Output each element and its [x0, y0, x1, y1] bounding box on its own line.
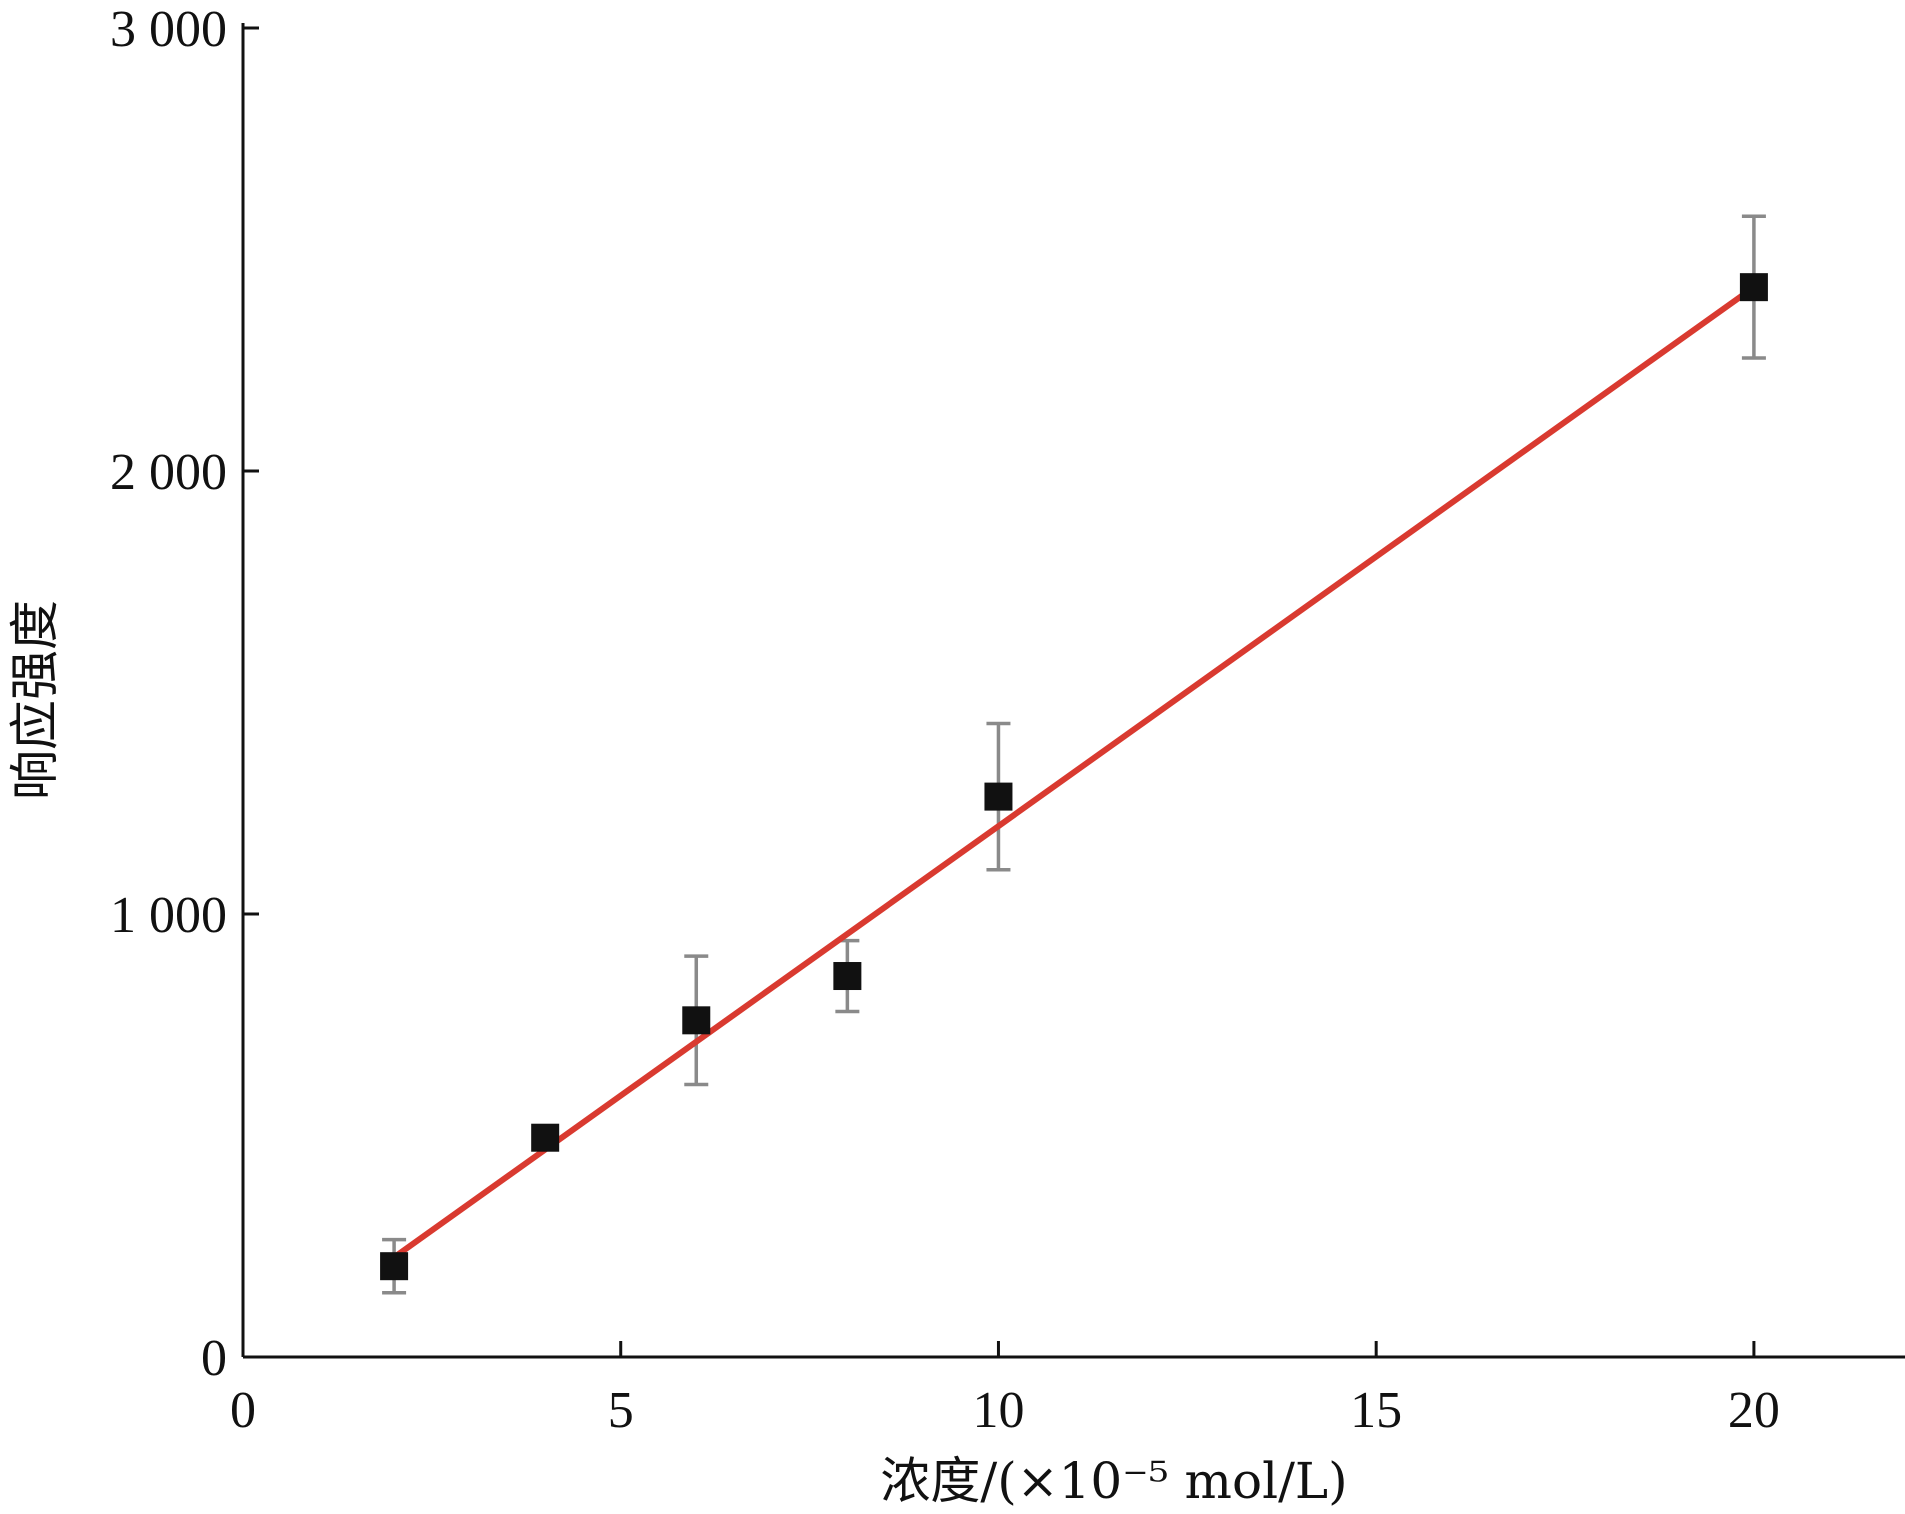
x-axis-title: 浓度/(×10⁻⁵ mol/L)	[880, 1452, 1347, 1510]
x-tick-label: 0	[230, 1382, 256, 1439]
data-point	[380, 1252, 409, 1281]
x-tick-label: 5	[608, 1382, 634, 1439]
fit-line	[391, 284, 1757, 1261]
data-point	[984, 782, 1013, 811]
y-tick-label: 1 000	[110, 887, 227, 944]
data-point	[833, 962, 862, 991]
fit-line-group	[391, 284, 1757, 1261]
x-tick-label: 15	[1350, 1382, 1402, 1439]
data-point	[1739, 273, 1768, 302]
y-tick-label: 2 000	[110, 444, 227, 501]
tick-labels: 0 5 10 15 20 0 1 000 2 000 3 000	[110, 1, 1780, 1439]
error-bars	[382, 214, 1766, 1295]
axes	[241, 23, 1905, 1359]
data-point	[531, 1123, 560, 1152]
y-tick-label: 0	[201, 1330, 227, 1387]
y-axis-title: 响应强度	[6, 600, 64, 800]
y-tick-label: 3 000	[110, 1, 227, 58]
x-tick-label: 10	[972, 1382, 1024, 1439]
data-point	[682, 1006, 711, 1035]
x-tick-label: 20	[1728, 1382, 1780, 1439]
data-markers	[380, 273, 1768, 1281]
